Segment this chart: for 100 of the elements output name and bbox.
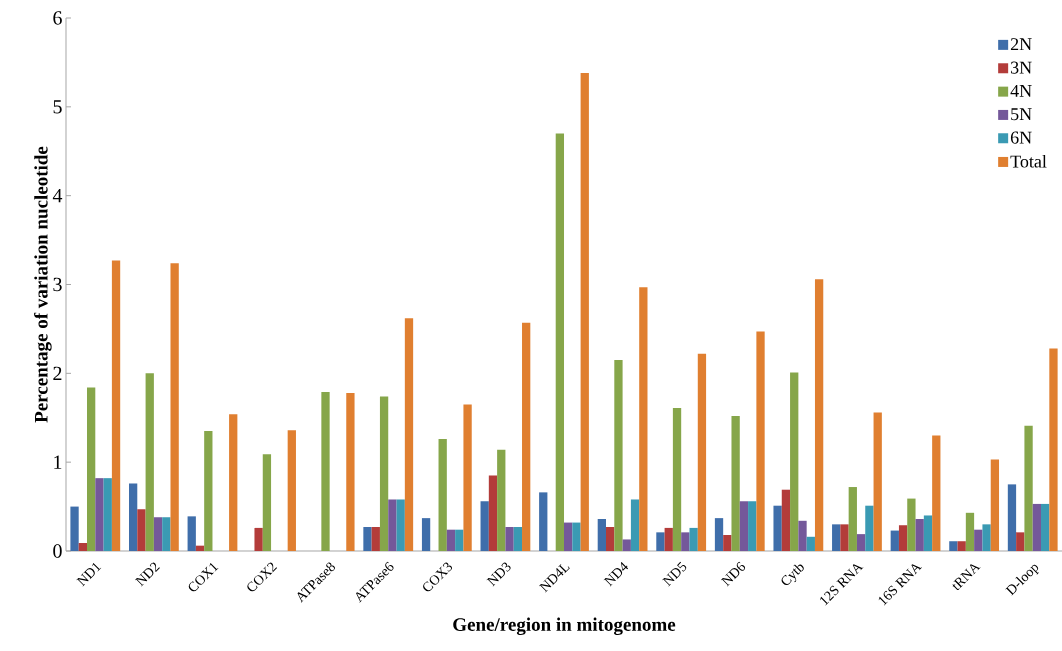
- bar: [262, 454, 272, 551]
- bar: [949, 541, 958, 551]
- bar: [748, 501, 757, 551]
- bar: [873, 412, 882, 551]
- bar: [781, 489, 791, 551]
- bar: [714, 518, 724, 551]
- bar: [488, 475, 498, 551]
- bar: [1007, 484, 1017, 551]
- legend-label: 2N: [1010, 38, 1032, 51]
- bar: [1041, 503, 1050, 551]
- bar: [153, 517, 163, 551]
- bar: [890, 530, 899, 551]
- bar: [505, 527, 514, 551]
- bar: [254, 527, 263, 551]
- bar: [438, 439, 447, 551]
- bar: [639, 287, 648, 551]
- bar: [915, 519, 924, 551]
- bar: [681, 532, 690, 551]
- bar: [614, 360, 623, 551]
- bar: [137, 509, 146, 551]
- x-axis-title: Gene/region in mitogenome: [453, 617, 676, 635]
- bar: [1032, 503, 1042, 551]
- y-tick-label: 5: [53, 100, 62, 114]
- bar: [907, 498, 916, 551]
- y-tick-label: 2: [53, 366, 62, 380]
- y-tick-label: 1: [54, 455, 62, 469]
- bar: [363, 527, 372, 551]
- legend-label: 4N: [1010, 84, 1032, 97]
- bar: [145, 373, 154, 551]
- y-axis-title: Percentage of variation nucleotide: [34, 146, 52, 423]
- y-tick-label: 0: [53, 544, 62, 558]
- bar: [974, 529, 983, 551]
- bar: [522, 322, 531, 551]
- bar: [689, 527, 698, 551]
- bar: [664, 527, 673, 551]
- bar: [898, 525, 908, 551]
- bar: [162, 517, 171, 551]
- bar: [798, 520, 807, 551]
- bar: [497, 449, 506, 551]
- y-tick-label: 4: [52, 189, 63, 203]
- bar: [723, 535, 732, 551]
- bar: [1024, 425, 1033, 551]
- bar: [1049, 348, 1058, 551]
- bar: [865, 505, 874, 551]
- x-tick-label: Cytb: [781, 564, 804, 586]
- bar: [539, 492, 548, 551]
- bar: [697, 353, 707, 551]
- bar: [731, 415, 740, 551]
- bar: [982, 524, 991, 551]
- bar: [379, 396, 389, 551]
- x-tick-label: ND1: [76, 562, 102, 587]
- bar: [756, 331, 765, 551]
- bar: [656, 532, 665, 551]
- legend-label: Total: [1010, 154, 1047, 168]
- bar: [371, 527, 380, 551]
- bar: [957, 541, 966, 551]
- bar: [739, 501, 749, 551]
- bar: [965, 512, 975, 551]
- bar: [421, 518, 431, 551]
- bar: [463, 404, 472, 551]
- bar: [923, 515, 933, 551]
- bar: [195, 545, 205, 551]
- bar: [622, 539, 631, 551]
- bar: [990, 459, 1000, 551]
- legend-label: 6N: [1010, 131, 1032, 144]
- bar: [832, 524, 841, 551]
- bar: [446, 529, 456, 551]
- bar: [606, 527, 615, 551]
- bar: [848, 487, 857, 551]
- bar: [555, 133, 565, 551]
- bar: [404, 318, 414, 551]
- bar: [513, 527, 523, 551]
- y-tick-label: 6: [53, 11, 62, 25]
- bar: [128, 483, 138, 551]
- bar: [103, 478, 112, 551]
- bar: [806, 536, 815, 551]
- bar: [204, 431, 213, 551]
- bar: [455, 529, 464, 551]
- legend-label: 3N: [1011, 61, 1032, 74]
- bar: [396, 499, 405, 551]
- bar: [480, 501, 489, 551]
- bar: [95, 478, 104, 551]
- bar: [597, 519, 606, 551]
- bar: [932, 435, 941, 551]
- bar: [630, 499, 640, 551]
- bar: [672, 407, 682, 551]
- bar: [78, 543, 87, 551]
- bar: [564, 522, 573, 551]
- y-tick-label: 3: [53, 277, 62, 292]
- bar: [170, 263, 179, 551]
- bar: [790, 372, 799, 551]
- bar: [572, 522, 581, 551]
- bar: [388, 499, 397, 551]
- bar: [346, 392, 355, 551]
- bar: [187, 516, 196, 551]
- bar: [287, 430, 296, 551]
- bar: [840, 524, 849, 551]
- bar: [229, 414, 238, 551]
- bar: [856, 534, 866, 551]
- legend-label: 5N: [1011, 108, 1032, 121]
